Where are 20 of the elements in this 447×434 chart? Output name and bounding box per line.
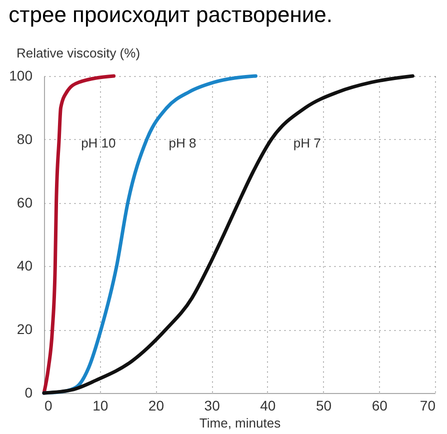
x-tick-label: 50 — [316, 398, 332, 414]
x-tick-label: 20 — [148, 398, 164, 414]
x-axis-title: Time, minutes — [199, 416, 282, 430]
y-tick-label: 0 — [24, 384, 33, 400]
y-tick-label: 60 — [16, 194, 33, 210]
x-tick-label: 30 — [204, 398, 220, 414]
x-tick-label: 60 — [372, 398, 388, 414]
chart-title: стрее происходит растворение. — [8, 2, 333, 27]
y-tick-label: 20 — [16, 321, 33, 338]
y-tick-label: 40 — [16, 258, 33, 274]
x-tick-label: 70 — [420, 398, 436, 414]
series-label: pH 7 — [293, 135, 321, 150]
y-axis-title: Relative viscosity (%) — [16, 46, 140, 60]
x-tick-label: 0 — [44, 398, 52, 414]
y-tick-label: 80 — [16, 130, 33, 147]
x-tick-label: 10 — [92, 398, 108, 414]
series-label: pH 8 — [168, 135, 196, 150]
x-tick-label: 40 — [260, 398, 276, 414]
y-tick-label: 100 — [9, 68, 33, 84]
series-label: pH 10 — [81, 135, 116, 150]
